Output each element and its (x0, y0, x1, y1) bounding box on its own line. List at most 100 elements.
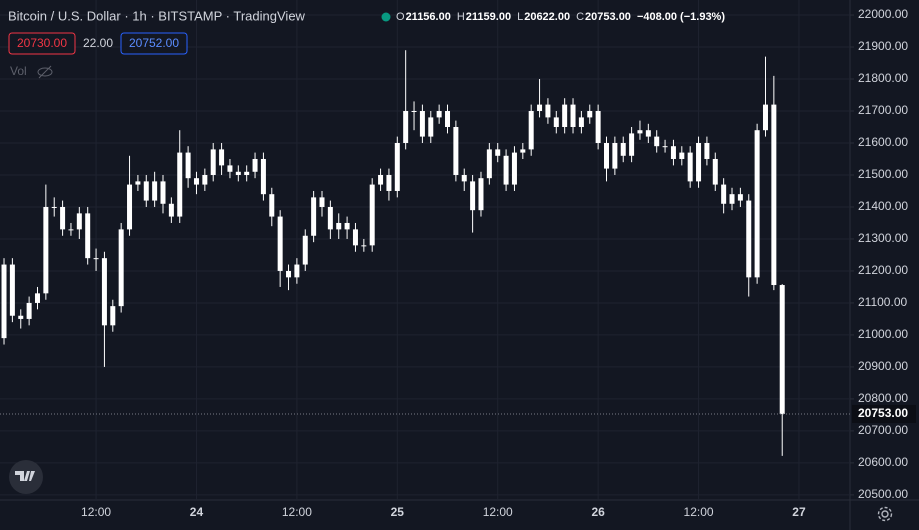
candle-body (193, 178, 199, 185)
candle-body (486, 149, 492, 179)
candle-body (185, 152, 191, 179)
candle-body (260, 158, 266, 195)
candle-body (545, 104, 551, 118)
y-tick-label: 22000.00 (858, 7, 908, 21)
candle-body (85, 213, 91, 259)
x-tick-label: 27 (792, 505, 806, 519)
candle-body (428, 117, 434, 137)
candle-body (252, 158, 258, 172)
candle-body (478, 178, 484, 211)
candle-body (60, 206, 66, 230)
candle-body (721, 184, 727, 204)
candle-body (26, 302, 32, 319)
y-tick-label: 20600.00 (858, 455, 908, 469)
candle-body (386, 174, 392, 191)
candle-body (771, 104, 777, 286)
ohlc-key: C (576, 11, 584, 23)
candle-body (511, 152, 517, 185)
candle-body (620, 142, 626, 156)
x-tick-label: 12:00 (282, 505, 312, 519)
candle-body (210, 149, 216, 175)
candle-body (76, 213, 82, 230)
y-tick-label: 21400.00 (858, 199, 908, 213)
candle-body (378, 174, 384, 185)
x-tick-label: 25 (391, 505, 405, 519)
candle-body (746, 200, 752, 278)
candle-body (553, 117, 559, 127)
candle-body (762, 104, 768, 131)
ohlc-value: 21156.00 (406, 11, 451, 23)
candle-body (18, 315, 24, 319)
y-tick-label: 20800.00 (858, 391, 908, 405)
candle-body (654, 136, 660, 147)
grid (0, 0, 850, 500)
candle-body (93, 258, 99, 260)
candle-body (361, 245, 367, 247)
ohlc-legend: O 21156.00 H 21159.00 L 20622.00 C 20753.00 −408… (396, 11, 725, 23)
bid-price: 20730.00 (17, 36, 67, 50)
y-tick-label: 20900.00 (858, 359, 908, 373)
candle-body (629, 133, 635, 156)
ohlc-value: 20622.00 (524, 11, 570, 23)
candle-body (110, 306, 116, 326)
candle-body (294, 264, 300, 278)
candle-body (670, 146, 676, 159)
hide-icon[interactable] (37, 65, 53, 79)
market-status[interactable] (381, 12, 391, 22)
x-tick-label: 24 (190, 505, 204, 519)
last-price-label: 20753.00 (858, 406, 908, 420)
candle-body (461, 174, 467, 182)
y-tick-label: 21100.00 (858, 295, 907, 309)
candle-body (143, 181, 149, 201)
bid-box[interactable] (8, 32, 76, 55)
candle-body (319, 197, 325, 207)
ohlc-key: L (517, 11, 523, 23)
settings-icon[interactable] (877, 506, 893, 522)
y-tick-label: 21600.00 (858, 135, 908, 149)
y-tick-label: 21800.00 (858, 71, 908, 85)
candle-body (244, 171, 250, 175)
candle-body (219, 149, 225, 166)
y-tick-label: 21300.00 (858, 231, 908, 245)
candle-body (704, 142, 710, 159)
candle-body (537, 104, 543, 112)
y-tick-label: 21200.00 (858, 263, 908, 277)
x-tick-label: 12:00 (81, 505, 111, 519)
candle-body (1, 264, 7, 339)
last-price-box (852, 404, 916, 423)
candle-body (687, 152, 693, 182)
candle-body (436, 111, 442, 118)
candle-body (503, 155, 509, 185)
candle-body (419, 111, 425, 137)
ask-price: 20752.00 (129, 36, 179, 50)
ohlc-key: H (457, 11, 465, 23)
candle-body (411, 111, 417, 113)
y-tick-label: 21000.00 (858, 327, 908, 341)
candle-body (168, 203, 174, 217)
candle-body (679, 152, 685, 159)
candle-body (152, 181, 158, 201)
candle-body (160, 181, 166, 204)
candle-body (603, 142, 609, 169)
ask-box[interactable] (120, 32, 188, 55)
x-tick-label: 12:00 (483, 505, 513, 519)
price-change: −408.00 (−1.93%) (637, 11, 725, 23)
ohlc-value: 20753.00 (585, 11, 631, 23)
candle-body (578, 117, 584, 127)
tradingview-logo[interactable] (9, 460, 43, 494)
candle-body (202, 174, 208, 185)
candle-body (352, 229, 358, 246)
candle-body (277, 216, 283, 271)
candle-body (729, 194, 735, 204)
candle-body (645, 130, 651, 137)
candle-body (68, 229, 74, 231)
y-tick-label: 21900.00 (858, 39, 908, 53)
candle-body (34, 293, 40, 303)
candle-body (637, 130, 643, 134)
candle-body (445, 111, 451, 127)
candle-body (177, 152, 183, 217)
candle-body (779, 285, 785, 414)
candle-body (696, 142, 702, 182)
